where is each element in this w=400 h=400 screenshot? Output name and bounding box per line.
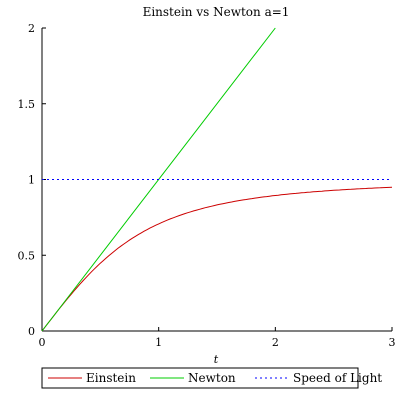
x-tick-label: 1 bbox=[155, 336, 162, 349]
series-line-einstein bbox=[41, 186, 393, 332]
legend-label-newton: Newton bbox=[188, 371, 236, 385]
x-tick-label: 3 bbox=[389, 336, 396, 349]
y-tick-label: 0 bbox=[28, 325, 35, 338]
legend-box bbox=[41, 367, 359, 389]
legend-label-einstein: Einstein bbox=[86, 371, 136, 385]
x-tick-label: 0 bbox=[39, 336, 46, 349]
y-tick-label: 1.5 bbox=[18, 98, 36, 111]
axis-ticks: 0 1 2 3 0 0.5 1 1.5 2 bbox=[18, 22, 396, 349]
chart-title: Einstein vs Newton a=1 bbox=[143, 5, 290, 19]
y-tick-label: 1 bbox=[28, 174, 35, 187]
legend-label-speed-of-light: Speed of Light bbox=[293, 371, 382, 385]
y-tick-label: 2 bbox=[28, 22, 35, 35]
plot-area bbox=[41, 27, 393, 332]
y-tick-label: 0.5 bbox=[18, 249, 36, 262]
x-axis-label: t bbox=[214, 353, 219, 366]
legend: Einstein Newton Speed of Light bbox=[41, 367, 382, 389]
x-tick-label: 2 bbox=[272, 336, 279, 349]
